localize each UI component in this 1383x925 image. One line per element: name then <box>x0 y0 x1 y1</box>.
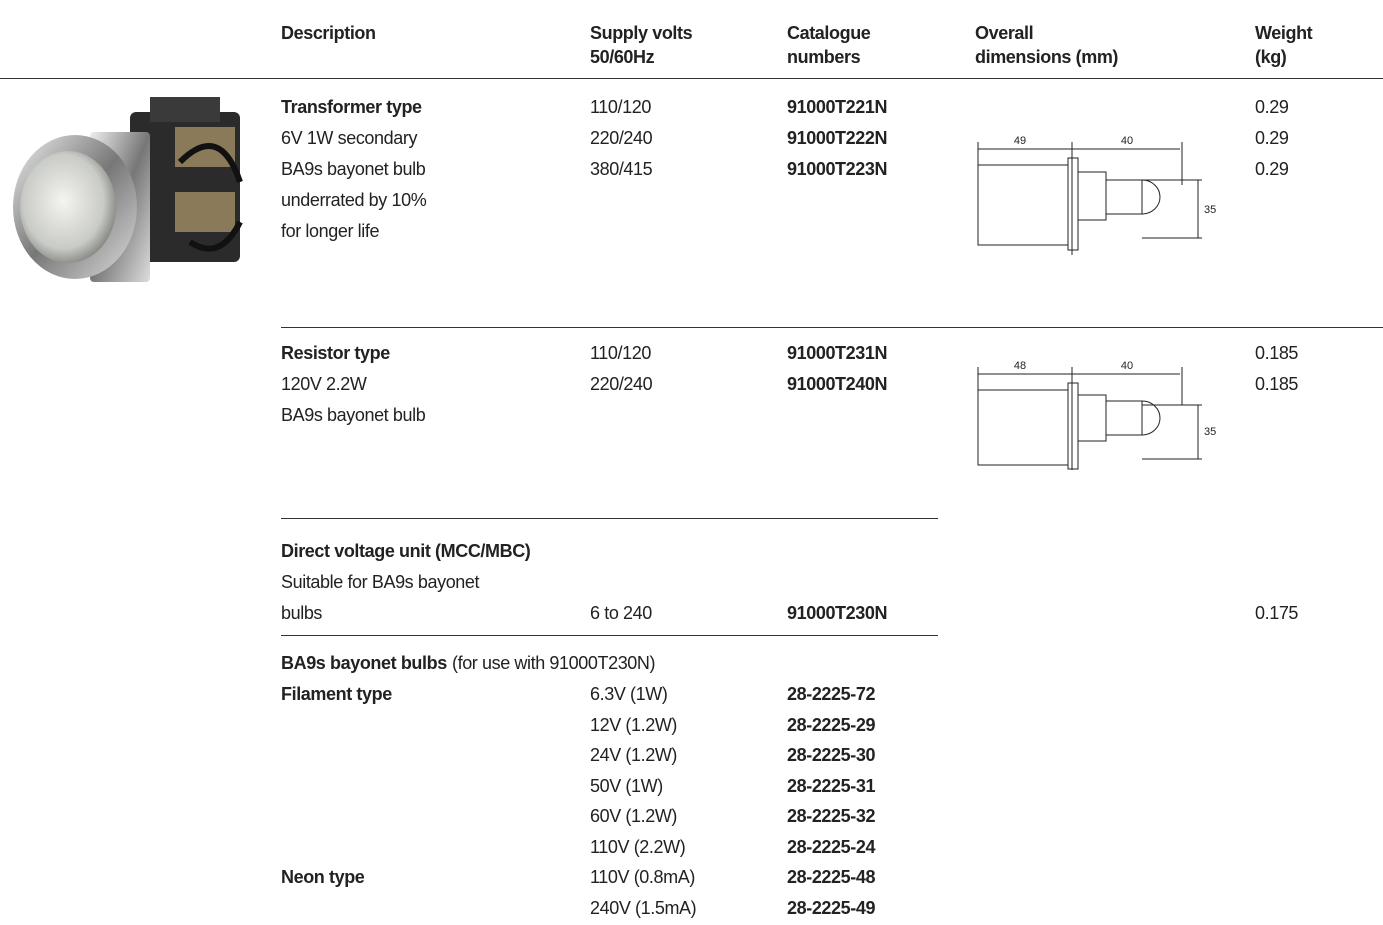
dimension-label: 49 <box>1014 135 1026 147</box>
column-header: Catalogue <box>787 23 871 43</box>
supply-volts: 220/240 <box>590 374 653 394</box>
bulb-rating: 60V (1.2W) <box>590 806 678 826</box>
catalogue-number: 28-2225-24 <box>787 836 876 857</box>
row-description: BA9s bayonet bulb <box>281 405 426 425</box>
supply-volts: 380/415 <box>590 159 653 179</box>
dimension-label: 40 <box>1121 135 1133 147</box>
catalogue-number: 28-2225-72 <box>787 684 876 704</box>
weight: 0.175 <box>1255 603 1299 623</box>
product-photo <box>13 97 243 282</box>
column-header: dimensions (mm) <box>975 47 1119 67</box>
catalogue-number: 28-2225-31 <box>787 775 876 796</box>
bulb-group: Filament type <box>281 684 392 704</box>
bulb-rating: 12V (1.2W) <box>590 714 678 735</box>
column-header: (kg) <box>1255 47 1287 67</box>
row-title: Resistor type <box>281 343 390 363</box>
column-header: numbers <box>787 47 861 67</box>
row-title: Direct voltage unit (MCC/MBC) <box>281 541 531 561</box>
row-description: 6V 1W secondary <box>281 128 418 148</box>
row-description: bulbs <box>281 603 323 623</box>
row-description: 120V 2.2W <box>281 374 367 394</box>
row-description: underrated by 10% <box>281 190 427 210</box>
bulb-rating: 240V (1.5mA) <box>590 897 697 918</box>
catalogue-number: 91000T240N <box>787 374 888 394</box>
column-header: 50/60Hz <box>590 47 655 67</box>
supply-volts: 6 to 240 <box>590 603 652 623</box>
bulb-group: Neon type <box>281 867 365 887</box>
catalogue-number: 28-2225-49 <box>787 897 876 918</box>
dimension-label: 40 <box>1121 360 1133 372</box>
dimension-label: 48 <box>1014 360 1026 372</box>
row-rule <box>281 635 938 636</box>
weight: 0.29 <box>1255 159 1289 179</box>
row-description: Suitable for BA9s bayonet <box>281 572 480 592</box>
row-description: BA9s bayonet bulb <box>281 159 426 179</box>
weight: 0.29 <box>1255 97 1289 117</box>
catalogue-number: 91000T221N <box>787 97 888 117</box>
weight: 0.185 <box>1255 343 1299 363</box>
column-header: Description <box>281 23 376 43</box>
row-description: for longer life <box>281 221 380 241</box>
dimension-drawing: 49 40 35 <box>977 135 1216 255</box>
bulb-rating: 6.3V (1W) <box>590 684 668 704</box>
bulbs-note: (for use with 91000T230N) <box>452 653 656 673</box>
catalogue-number: 91000T222N <box>787 128 888 148</box>
header-rule <box>0 78 1383 79</box>
supply-volts: 220/240 <box>590 128 653 148</box>
weight: 0.29 <box>1255 128 1289 148</box>
catalogue-number: 91000T230N <box>787 603 888 623</box>
bulb-rating: 50V (1W) <box>590 775 663 796</box>
catalogue-number: 28-2225-29 <box>787 714 876 735</box>
row-rule <box>281 518 938 519</box>
dimension-label: 35 <box>1204 204 1216 216</box>
supply-volts: 110/120 <box>590 97 651 117</box>
bulb-rating: 110V (0.8mA) <box>590 867 695 887</box>
catalogue-number: 28-2225-30 <box>787 745 876 765</box>
column-header: Supply volts <box>590 23 693 43</box>
bulb-rating: 24V (1.2W) <box>590 745 678 765</box>
bulbs-title: BA9s bayonet bulbs <box>281 653 447 673</box>
row-title: Transformer type <box>281 97 422 117</box>
row-rule <box>281 327 1383 328</box>
column-header: Weight <box>1255 23 1313 43</box>
catalogue-number: 91000T231N <box>787 343 888 363</box>
bulb-rating: 110V (2.2W) <box>590 836 686 857</box>
column-header: Overall <box>975 23 1034 43</box>
catalogue-number: 28-2225-48 <box>787 867 876 887</box>
catalogue-number: 28-2225-32 <box>787 806 876 826</box>
weight: 0.185 <box>1255 374 1299 394</box>
dimension-label: 35 <box>1204 426 1216 438</box>
catalogue-number: 91000T223N <box>787 159 888 179</box>
supply-volts: 110/120 <box>590 343 651 363</box>
dimension-drawing: 48 40 35 <box>977 360 1216 470</box>
